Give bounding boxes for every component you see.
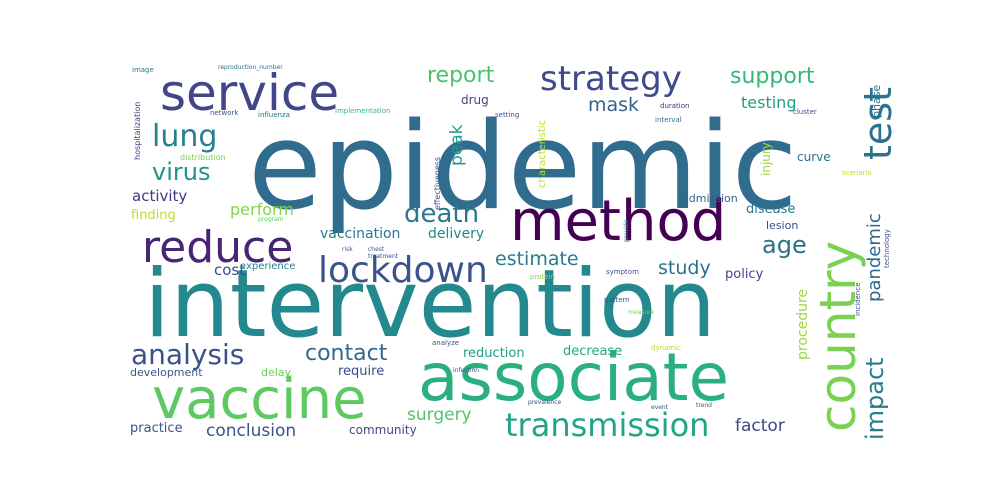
cloud-word: scenario (842, 169, 872, 177)
cloud-word: event (651, 404, 669, 411)
cloud-word: curve (797, 150, 831, 164)
cloud-word: pattern (604, 296, 630, 304)
cloud-word: procedure (795, 289, 811, 360)
cloud-word: impact (861, 357, 889, 440)
cloud-word: lockdown (318, 250, 488, 291)
cloud-word: hospitalization (133, 102, 142, 160)
cloud-word: provide (623, 219, 630, 242)
cloud-word: interval (655, 116, 682, 124)
cloud-word: virus (152, 158, 210, 186)
cloud-word: service (160, 64, 339, 122)
cloud-word: peak (447, 124, 467, 166)
cloud-word: implementation (335, 107, 390, 115)
cloud-word: technology (883, 229, 891, 268)
cloud-word: symptom (606, 268, 639, 276)
cloud-word: image (132, 66, 154, 74)
cloud-word: phase (870, 85, 883, 118)
cloud-word: chest (368, 246, 385, 253)
cloud-word: delay (261, 366, 292, 379)
cloud-word: lung (152, 119, 217, 154)
cloud-word: admission (682, 192, 738, 205)
cloud-word: vaccination (320, 226, 400, 242)
cloud-word: perform (230, 200, 294, 219)
cloud-word: setting (495, 111, 519, 119)
cloud-word: influenza (258, 111, 290, 119)
cloud-word: contact (305, 341, 388, 366)
cloud-word: development (130, 366, 203, 379)
cloud-word: analysis (131, 338, 244, 371)
cloud-word: protein (530, 273, 555, 281)
cloud-word: incidence (854, 282, 862, 316)
cloud-word: require (338, 364, 384, 379)
cloud-word: cost (214, 261, 245, 279)
cloud-word: report (427, 63, 495, 88)
cloud-word: decrease (563, 344, 622, 359)
cloud-word: testing (741, 93, 796, 112)
cloud-word: reproduction_number (218, 64, 283, 71)
cloud-word: factor (735, 416, 785, 436)
cloud-word: infection (453, 367, 479, 374)
cloud-word: risk (342, 246, 353, 253)
cloud-word: lesion (766, 219, 798, 232)
cloud-word: strategy (540, 59, 682, 99)
cloud-word: epidemic (248, 98, 798, 237)
cloud-word: prevalence (528, 399, 562, 406)
cloud-word: distribution (180, 153, 226, 162)
cloud-word: method (510, 189, 726, 254)
cloud-word: age (762, 231, 807, 259)
cloud-word: reduce (142, 222, 293, 273)
cloud-word: treatment (368, 253, 399, 260)
cloud-word: measure (628, 309, 654, 316)
cloud-word: country (809, 241, 867, 432)
cloud-word: study (658, 257, 711, 279)
cloud-word: finding (131, 208, 176, 223)
cloud-word: disease (746, 202, 795, 217)
cloud-word: injury (759, 142, 773, 176)
cloud-word: mask (588, 94, 639, 116)
cloud-word: characteristic (537, 120, 548, 188)
cloud-word: practice (130, 421, 183, 436)
cloud-word: support (730, 64, 815, 89)
cloud-word: estimate (495, 248, 579, 270)
cloud-word: vaccine (152, 367, 367, 432)
cloud-word: dynamic (651, 344, 681, 352)
cloud-word: conclusion (206, 421, 296, 441)
cloud-word: intervention (144, 250, 716, 359)
cloud-word: duration (660, 102, 689, 110)
cloud-word: activity (132, 187, 187, 205)
cloud-word: community (349, 423, 417, 437)
cloud-word: test (856, 87, 900, 160)
cloud-word: death (404, 199, 479, 229)
cloud-word: transmission (505, 406, 709, 444)
cloud-word: experience (240, 261, 295, 272)
cloud-word: cluster (793, 108, 817, 116)
cloud-word: effectiveness (433, 157, 442, 210)
cloud-word: program (258, 216, 284, 223)
cloud-word: analyze (432, 339, 459, 347)
cloud-word: delivery (428, 226, 484, 242)
cloud-word: surgery (407, 405, 472, 425)
cloud-word: network (210, 109, 239, 117)
cloud-word: associate (418, 339, 729, 416)
cloud-word: pandemic (864, 213, 885, 302)
cloud-word: policy (725, 267, 764, 282)
cloud-word: drug (461, 93, 489, 107)
cloud-word: trend (696, 402, 712, 409)
cloud-word: reduction (463, 346, 525, 361)
